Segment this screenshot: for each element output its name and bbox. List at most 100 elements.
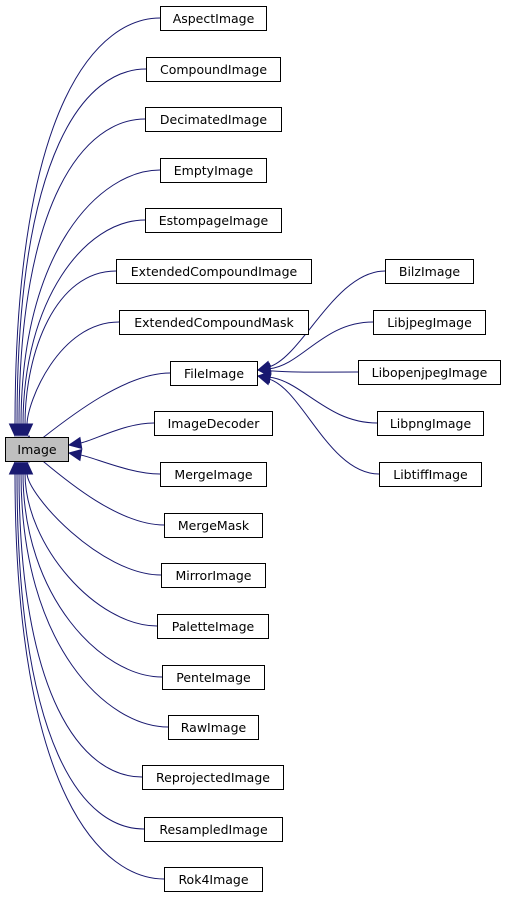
edge-resampled-image-to-image (16, 472, 145, 830)
edge-decimated-image-to-image (18, 118, 146, 426)
node-box (162, 665, 265, 690)
node-raw-image[interactable]: RawImage (168, 715, 259, 740)
node-box (168, 715, 259, 740)
edge-reprojected-image-to-image (18, 472, 143, 778)
node-extended-compound-image[interactable]: ExtendedCompoundImage (116, 259, 312, 284)
node-libpng-image[interactable]: LibpngImage (377, 411, 484, 436)
node-label: ReprojectedImage (156, 770, 270, 785)
node-label: ResampledImage (159, 822, 268, 837)
node-box (385, 259, 474, 284)
node-label: LibjpegImage (387, 315, 472, 330)
node-mirror-image[interactable]: MirrorImage (161, 563, 266, 588)
node-merge-mask[interactable]: MergeMask (164, 513, 263, 538)
node-box (142, 765, 284, 790)
node-rok4-image[interactable]: Rok4Image (164, 867, 263, 892)
edge-aspect-image-to-image (14, 17, 161, 426)
node-extended-compound-mask[interactable]: ExtendedCompoundMask (119, 310, 309, 335)
nodes: Image AspectImage CompoundImage DecimatedIm… (5, 6, 501, 892)
node-label: ExtendedCompoundMask (134, 315, 294, 330)
node-label: AspectImage (173, 11, 255, 26)
edge-merge-image-to-image (79, 454, 161, 475)
edge-bilz-image-to-file-image (268, 270, 386, 368)
edge-palette-image-to-image (24, 472, 158, 627)
node-box (373, 310, 486, 335)
node-label: LibpngImage (390, 416, 472, 431)
node-box (160, 6, 267, 31)
node-pente-image[interactable]: PenteImage (162, 665, 265, 690)
node-resampled-image[interactable]: ResampledImage (144, 817, 283, 842)
inheritance-arrowhead (256, 373, 272, 386)
node-label: PenteImage (176, 670, 251, 685)
node-box (160, 158, 267, 183)
node-aspect-image[interactable]: AspectImage (160, 6, 267, 31)
edge-libopenjpeg-image-to-file-image (268, 370, 359, 373)
node-box (358, 360, 501, 385)
inheritance-arrowhead (67, 436, 83, 450)
node-file-image[interactable]: FileImage (170, 361, 258, 386)
node-box (164, 867, 263, 892)
node-label: FileImage (184, 366, 244, 381)
node-empty-image[interactable]: EmptyImage (160, 158, 267, 183)
node-box (144, 817, 283, 842)
node-label: Image (17, 442, 56, 457)
node-box (154, 411, 273, 436)
node-label: MirrorImage (176, 568, 252, 583)
node-label: RawImage (181, 720, 247, 735)
edge-image-decoder-to-image (79, 422, 155, 444)
edge-raw-image-to-image (20, 472, 169, 728)
node-label: EmptyImage (174, 163, 254, 178)
node-box (170, 361, 258, 386)
edge-empty-image-to-image (20, 169, 161, 426)
node-estompage-image[interactable]: EstompageImage (145, 208, 282, 233)
inheritance-arrowhead (67, 448, 83, 462)
edge-libtiff-image-to-file-image (268, 378, 380, 475)
node-box (379, 462, 482, 487)
edge-mirror-image-to-image (26, 472, 162, 576)
node-libjpeg-image[interactable]: LibjpegImage (373, 310, 486, 335)
node-box (161, 563, 266, 588)
node-label: MergeMask (178, 518, 250, 533)
node-box (377, 411, 484, 436)
node-compound-image[interactable]: CompoundImage (146, 57, 281, 82)
node-bilz-image[interactable]: BilzImage (385, 259, 474, 284)
edge-pente-image-to-image (22, 472, 163, 678)
edge-libjpeg-image-to-file-image (268, 321, 374, 370)
node-reprojected-image[interactable]: ReprojectedImage (142, 765, 284, 790)
node-box (146, 57, 281, 82)
node-box (145, 107, 282, 132)
edge-rok4-image-to-image (14, 472, 165, 880)
edge-libpng-image-to-file-image (268, 376, 378, 424)
node-decimated-image[interactable]: DecimatedImage (145, 107, 282, 132)
node-libopenjpeg-image[interactable]: LibopenjpegImage (358, 360, 501, 385)
node-label: Rok4Image (178, 872, 248, 887)
node-image-decoder[interactable]: ImageDecoder (154, 411, 273, 436)
node-label: DecimatedImage (160, 112, 267, 127)
node-box (5, 437, 69, 462)
node-box (157, 614, 269, 639)
node-label: BilzImage (399, 264, 461, 279)
node-label: ImageDecoder (168, 416, 261, 431)
node-label: ExtendedCompoundImage (131, 264, 298, 279)
node-label: LibopenjpegImage (372, 365, 488, 380)
node-merge-image[interactable]: MergeImage (160, 462, 267, 487)
node-image[interactable]: Image (5, 437, 69, 462)
node-palette-image[interactable]: PaletteImage (157, 614, 269, 639)
node-box (145, 208, 282, 233)
node-label: MergeImage (174, 467, 252, 482)
node-box (160, 462, 267, 487)
node-box (116, 259, 312, 284)
edge-estompage-image-to-image (22, 219, 146, 426)
edge-extended-compound-image-to-image (24, 270, 117, 426)
node-label: EstompageImage (159, 213, 269, 228)
node-box (164, 513, 263, 538)
node-label: PaletteImage (172, 619, 255, 634)
edge-extended-compound-mask-to-image (26, 321, 120, 426)
inheritance-arrowhead (8, 460, 22, 475)
node-box (119, 310, 309, 335)
edge-compound-image-to-image (16, 68, 147, 426)
node-label: LibtiffImage (393, 467, 468, 482)
node-libtiff-image[interactable]: LibtiffImage (379, 462, 482, 487)
node-label: CompoundImage (160, 62, 267, 77)
inheritance-arrowhead (20, 423, 34, 438)
